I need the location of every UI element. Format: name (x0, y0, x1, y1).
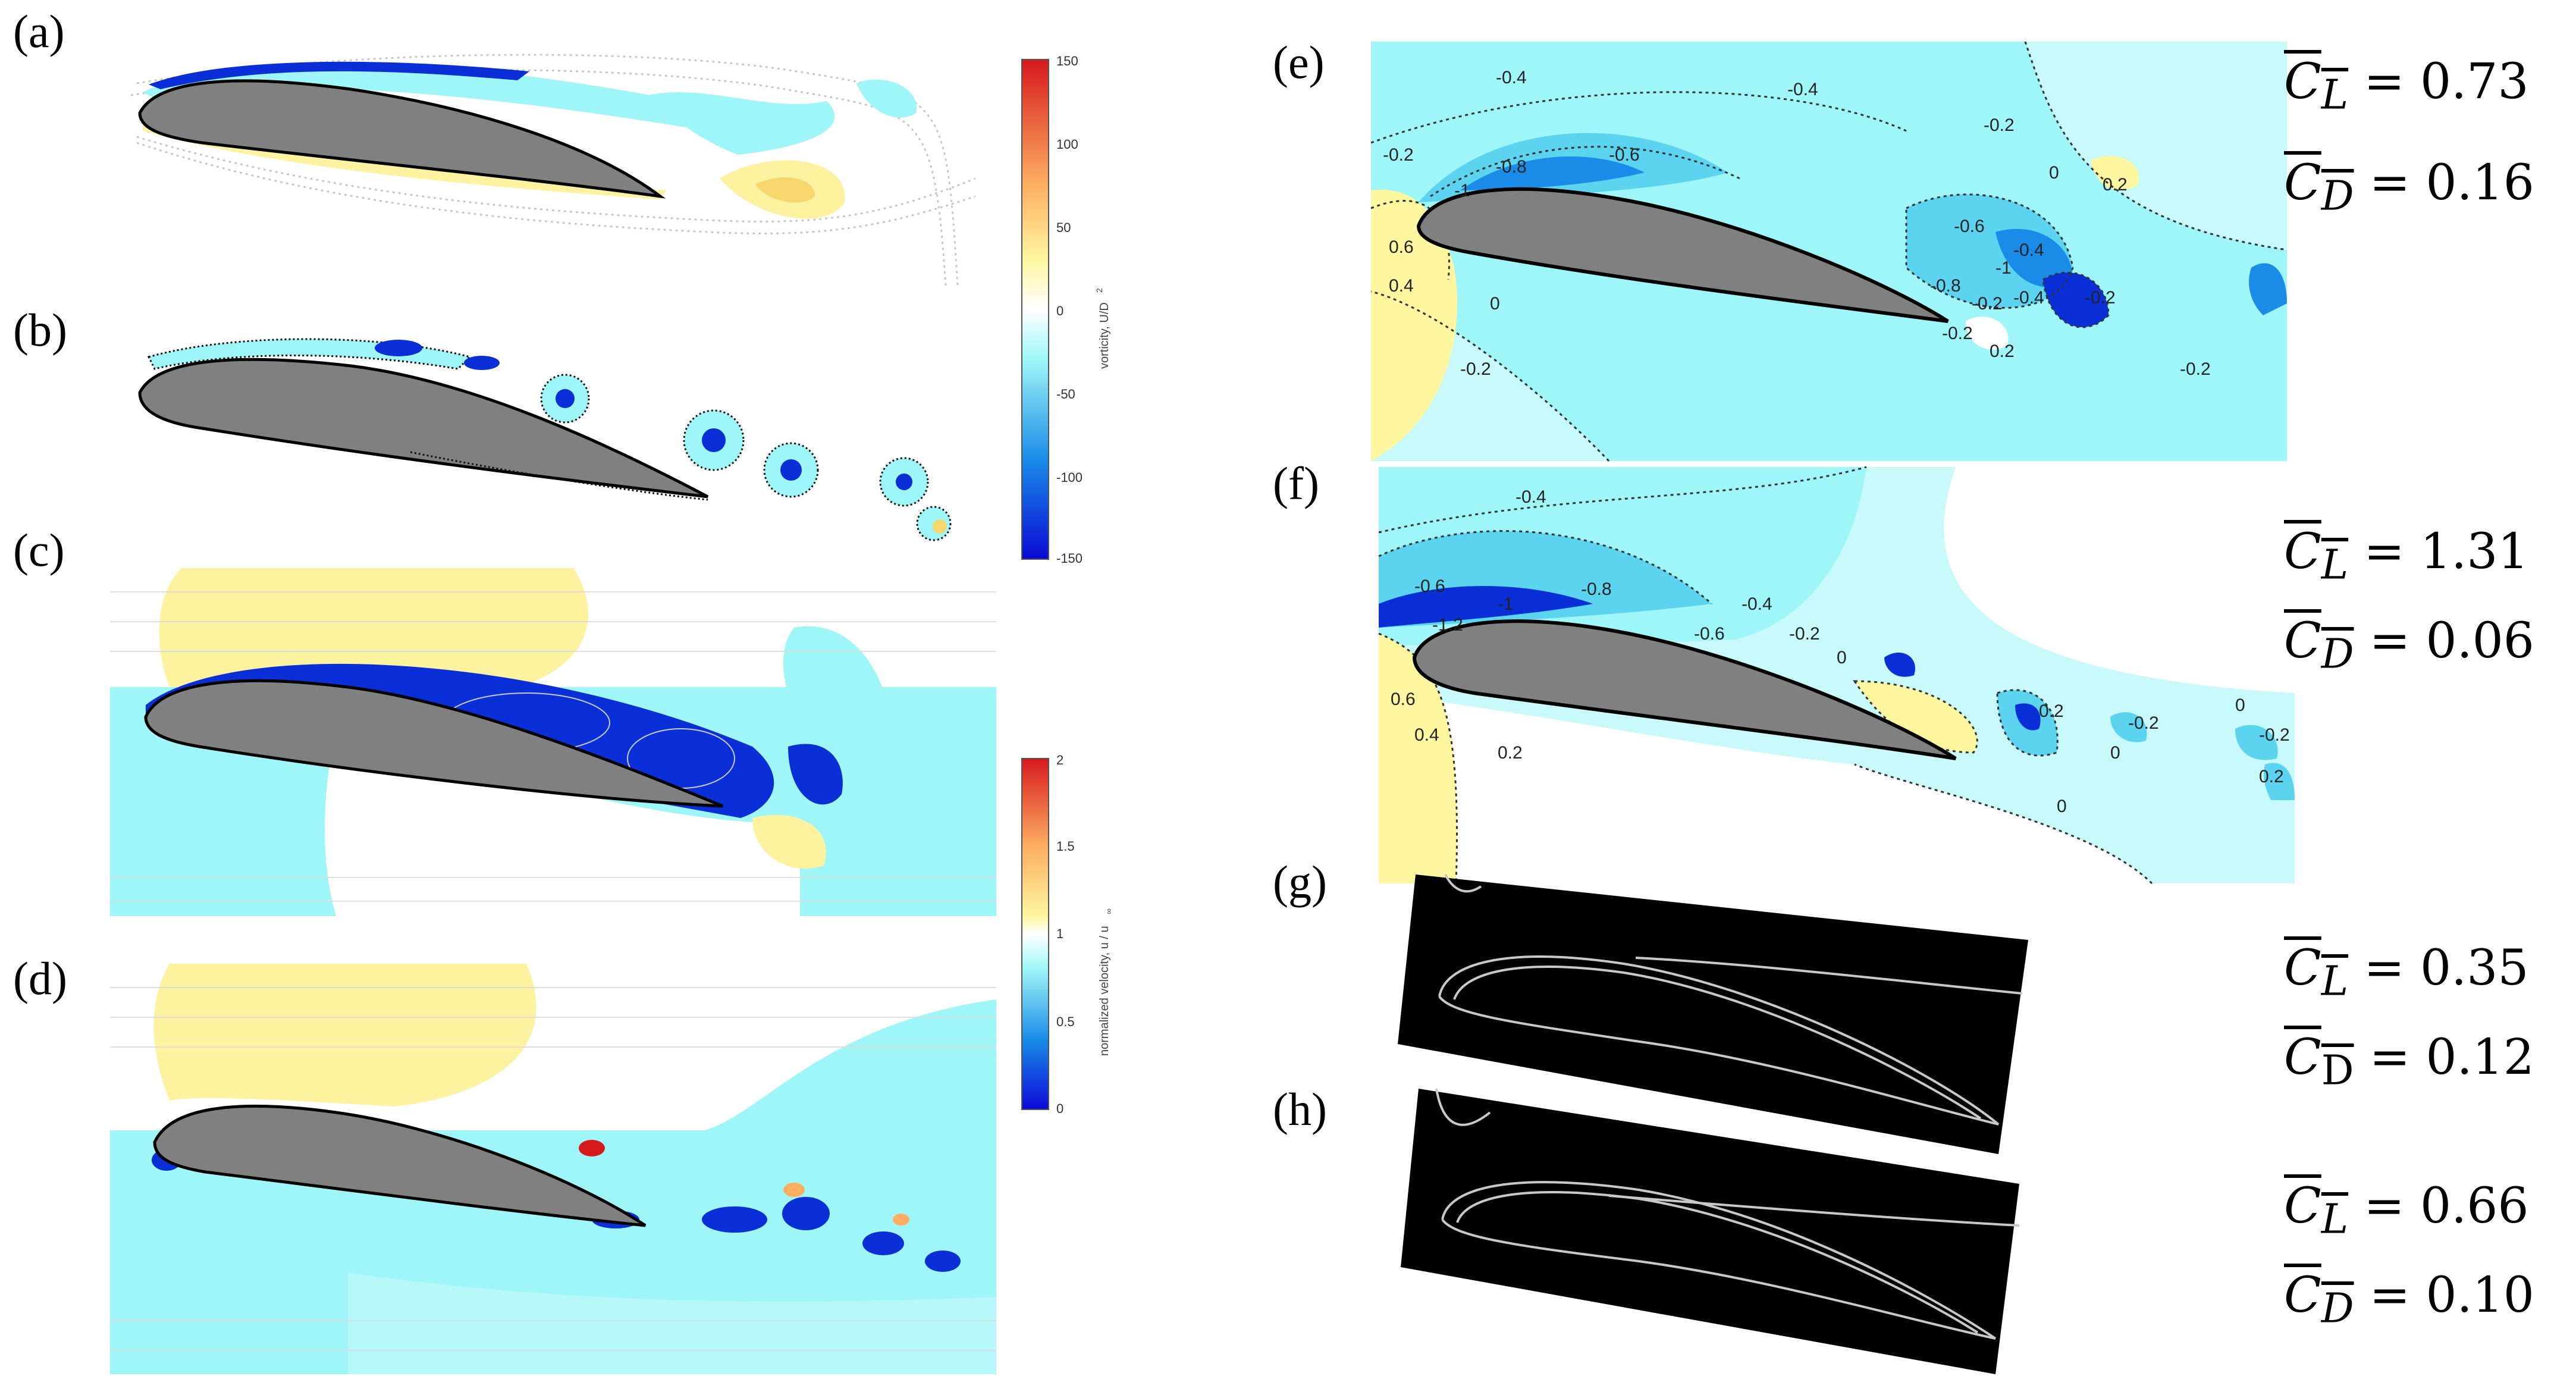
e-contour-label-2: -0.4 (1787, 80, 1818, 99)
e-contour-label-5: -0.8 (1496, 157, 1527, 177)
panel-b-vorticity-plot (138, 338, 952, 541)
cd-symbol-f: CD (2284, 613, 2354, 678)
e-contour-label-7: -0.2 (1984, 115, 2015, 135)
e-contour-label-8: 0.6 (1389, 237, 1414, 257)
vort-tick-50: 50 (1056, 220, 1071, 235)
f-contour-label-2: -0.6 (1414, 576, 1445, 596)
f-contour-label-17: 0 (2057, 797, 2067, 816)
panel-label-e: (e) (1273, 36, 1325, 88)
panel-label-c: (c) (13, 524, 65, 576)
f-contour-label-7: -0.6 (1694, 624, 1725, 644)
e-contour-label-11: -0.2 (1460, 359, 1491, 379)
velocity-colorbar-title: normalized velocity, u / u (1098, 926, 1111, 1056)
f-contour-label-15: -0.2 (2128, 713, 2159, 733)
e-contour-label-1: -0.4 (1496, 68, 1527, 87)
e-contour-label-16: -1 (1995, 258, 2012, 278)
f-contour-label-8: -0.2 (1789, 624, 1820, 644)
coef-cl-h: CL = 0.66 (2284, 1178, 2529, 1243)
panel-label-b: (b) (13, 304, 67, 356)
vort-tick-m100: -100 (1056, 470, 1083, 485)
panel-d-velocity-plot (110, 964, 996, 1374)
coef-cd-e: CD = 0.16 (2284, 155, 2534, 220)
f-contour-label-13: 0.2 (2039, 701, 2064, 721)
e-contour-label-15: -0.4 (2013, 240, 2044, 260)
coef-cd-h: CD = 0.10 (2284, 1267, 2534, 1333)
f-contour-label-4: -1 (1498, 594, 1514, 614)
e-contour-label-22: -0.2 (2180, 359, 2211, 379)
panel-label-h: (h) (1273, 1083, 1327, 1135)
coef-cl-e: CL = 0.73 (2284, 54, 2529, 119)
coef-cl-g: CL = 0.35 (2284, 940, 2529, 1005)
f-contour-label-12: 0.2 (1498, 743, 1523, 763)
f-contour-label-1: -0.4 (1516, 487, 1546, 507)
vort-tick-0: 0 (1056, 303, 1063, 318)
vort-tick-100: 100 (1056, 137, 1078, 152)
f-contour-label-6: -0.4 (1742, 594, 1772, 614)
e-contour-label-21: 0.2 (1990, 341, 2015, 361)
panel-label-f: (f) (1273, 457, 1319, 509)
vort-tick-150: 150 (1056, 54, 1078, 68)
vel-tick-0: 0 (1056, 1101, 1063, 1116)
vort-tick-m50: -50 (1056, 387, 1075, 402)
cd-symbol-g: CD (2284, 1029, 2354, 1095)
f-contour-label-11: 0.4 (1414, 725, 1439, 745)
velocity-colorbar-title-sub: ∞ (1104, 908, 1113, 914)
e-contour-label-6: -1 (1454, 181, 1470, 200)
colorbar-vorticity: 150 100 50 0 -50 -100 -150 vorticity, U/… (1021, 54, 1111, 566)
panel-g-flow-image (1398, 874, 2028, 1154)
panel-label-g: (g) (1273, 856, 1327, 908)
e-contour-label-9: 0.4 (1389, 276, 1414, 296)
e-contour-label-4: -0.6 (1609, 145, 1640, 165)
e-contour-label-3: -0.2 (1383, 145, 1414, 165)
f-contour-label-19: 0.2 (2259, 767, 2284, 786)
e-contour-label-14: -0.6 (1954, 217, 1985, 236)
f-contour-label-14: 0 (2110, 743, 2120, 763)
colorbar-velocity: 2 1.5 1 0.5 0 normalized velocity, u / u… (1021, 753, 1113, 1116)
e-contour-label-18: -0.2 (1972, 294, 2003, 314)
e-contour-label-20: -0.2 (1942, 324, 1973, 343)
panel-label-a: (a) (13, 5, 65, 57)
cl-symbol-e: CL (2284, 54, 2349, 119)
cl-symbol-g: CL (2284, 940, 2349, 1005)
vel-tick-2: 2 (1056, 753, 1063, 767)
panel-label-d: (d) (13, 952, 67, 1004)
coef-cl-f: CL = 1.31 (2284, 524, 2529, 589)
f-contour-label-3: -0.8 (1581, 579, 1612, 599)
vorticity-colorbar-title-sup: 2 (1094, 288, 1104, 293)
panel-f-pressure-plot: -0.4 -0.6 -0.8 -1 -1.2 -0.4 -0.6 -0.2 0 … (1378, 466, 2295, 885)
f-contour-label-9: 0 (1837, 648, 1847, 667)
vel-tick-0-5: 0.5 (1056, 1014, 1075, 1029)
vel-tick-1: 1 (1056, 926, 1063, 941)
panel-e-pressure-plot: -0.4 -0.4 -0.2 -0.6 -0.8 -1 -0.2 0.6 0.4… (1370, 41, 2288, 462)
cd-symbol-e: CD (2284, 155, 2354, 220)
f-contour-label-10: 0.6 (1391, 689, 1416, 709)
e-contour-label-12: 0 (2049, 163, 2059, 183)
e-contour-label-10: 0 (1490, 294, 1500, 314)
vort-tick-m150: -150 (1056, 551, 1083, 566)
coef-cd-g: CD = 0.12 (2284, 1029, 2534, 1095)
panel-h-flow-image (1401, 1088, 2020, 1374)
e-contour-label-19: -0.4 (2013, 288, 2044, 308)
f-contour-label-18: 0 (2235, 695, 2245, 715)
cl-symbol-f: CL (2284, 524, 2349, 589)
panel-a-vorticity-plot (130, 54, 976, 286)
f-contour-label-5: -1.2 (1432, 615, 1463, 635)
vel-tick-1-5: 1.5 (1056, 839, 1075, 854)
e-contour-label-17: -0.8 (1930, 276, 1961, 296)
coef-cd-f: CD = 0.06 (2284, 613, 2534, 678)
cd-symbol-h: CD (2284, 1267, 2354, 1333)
vorticity-colorbar-title: vorticity, U/D (1098, 302, 1111, 369)
e-contour-label-23: -0.2 (2085, 288, 2116, 308)
e-contour-label-13: 0.2 (2103, 175, 2128, 195)
f-contour-label-16: -0.2 (2259, 725, 2290, 745)
panel-c-velocity-plot (110, 568, 996, 916)
cl-symbol-h: CL (2284, 1178, 2349, 1243)
